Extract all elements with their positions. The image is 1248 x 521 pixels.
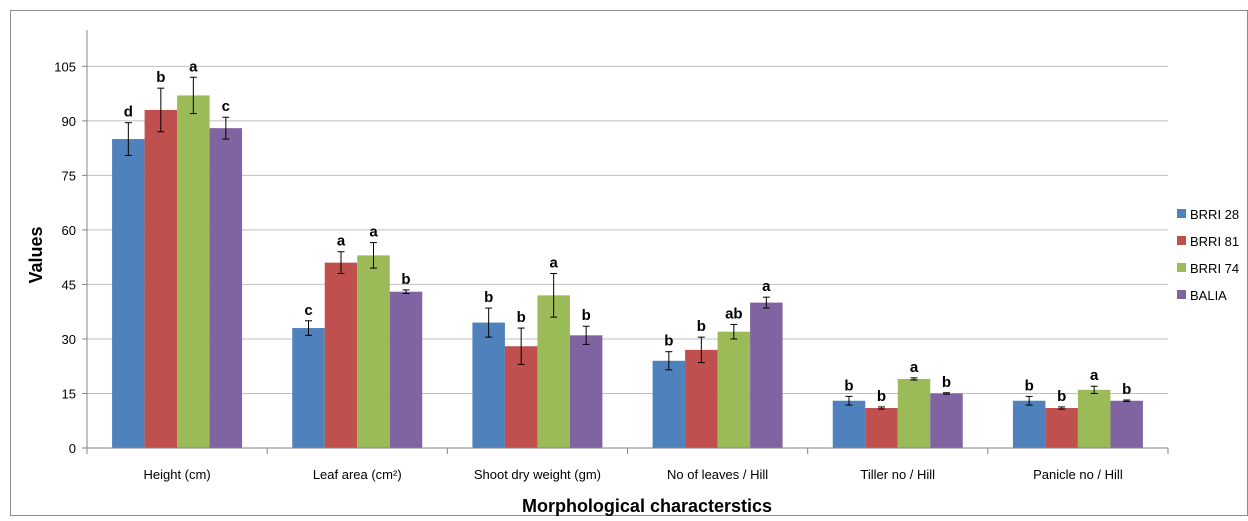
legend-label: BRRI 74 — [1190, 261, 1239, 276]
bar — [292, 328, 325, 448]
x-tick-label: No of leaves / Hill — [667, 467, 768, 482]
bar — [472, 322, 505, 448]
legend-label: BRRI 28 — [1190, 207, 1239, 222]
bar — [1077, 389, 1111, 448]
significance-letter: a — [189, 58, 198, 75]
bar — [112, 139, 145, 449]
bar — [324, 262, 358, 448]
significance-letter: b — [1122, 381, 1131, 398]
bar — [865, 408, 898, 448]
grid-lines — [87, 65, 1168, 394]
y-tick-label: 15 — [62, 386, 76, 401]
y-tick-label: 90 — [62, 114, 76, 129]
bar — [357, 255, 390, 448]
bar — [930, 393, 963, 448]
significance-letter: a — [549, 255, 558, 272]
x-tick-label: Shoot dry weight (gm) — [474, 467, 601, 482]
significance-letter: a — [910, 359, 919, 376]
bar — [389, 291, 423, 448]
bar — [897, 378, 931, 448]
x-tick-label: Tiller no / Hill — [860, 467, 935, 482]
significance-letter: b — [844, 377, 853, 394]
y-tick-label: 0 — [69, 441, 76, 456]
bar — [717, 331, 751, 448]
significance-letter: a — [369, 224, 378, 241]
legend-swatch — [1177, 290, 1186, 299]
x-tick-label: Panicle no / Hill — [1033, 467, 1123, 482]
significance-letter: b — [942, 374, 951, 391]
y-tick-label: 75 — [62, 168, 76, 183]
significance-letter: b — [877, 388, 886, 405]
x-tick-label: Height (cm) — [143, 467, 210, 482]
bar — [750, 302, 783, 448]
bar — [569, 335, 603, 448]
bar — [144, 109, 178, 449]
significance-letter: a — [1090, 367, 1099, 384]
significance-letter: b — [1057, 388, 1066, 405]
bar — [685, 349, 718, 448]
y-tick-label: 105 — [54, 59, 76, 74]
legend-swatch — [1177, 263, 1186, 272]
bar — [652, 360, 686, 448]
significance-letter: a — [762, 278, 771, 295]
bar — [1012, 400, 1046, 448]
axes: 0 15 30 45 60 75 90 105 Height (cm) Leaf area (cm… — [54, 30, 1169, 482]
legend-swatch — [1177, 209, 1186, 218]
significance-letter: c — [304, 302, 312, 319]
significance-letter: d — [124, 104, 133, 121]
bar — [177, 95, 210, 448]
y-tick-label: 60 — [62, 223, 76, 238]
significance-letter: b — [664, 333, 673, 350]
x-axis-label: Morphological characterstics — [522, 496, 772, 516]
bar — [1110, 400, 1143, 448]
bar — [209, 128, 243, 448]
significance-letter: b — [697, 318, 706, 335]
significance-letter: a — [337, 233, 346, 250]
significance-letter: b — [156, 69, 165, 86]
legend: BRRI 28 BRRI 81 BRRI 74 BALIA — [1177, 207, 1239, 303]
significance-letter: c — [222, 98, 230, 115]
significance-letter: b — [401, 271, 410, 288]
legend-label: BALIA — [1190, 288, 1227, 303]
significance-letter: ab — [725, 305, 743, 322]
significance-letter: b — [1025, 377, 1034, 394]
bar — [537, 295, 570, 448]
bar — [1045, 408, 1078, 448]
significance-letter: b — [582, 307, 591, 324]
x-tick-label: Leaf area (cm²) — [313, 467, 402, 482]
legend-swatch — [1177, 236, 1186, 245]
bar — [832, 400, 866, 448]
y-tick-label: 30 — [62, 332, 76, 347]
significance-letter: b — [517, 309, 526, 326]
legend-label: BRRI 81 — [1190, 234, 1239, 249]
significance-letter: b — [484, 289, 493, 306]
y-tick-label: 45 — [62, 277, 76, 292]
y-axis-label: Values — [26, 226, 46, 283]
